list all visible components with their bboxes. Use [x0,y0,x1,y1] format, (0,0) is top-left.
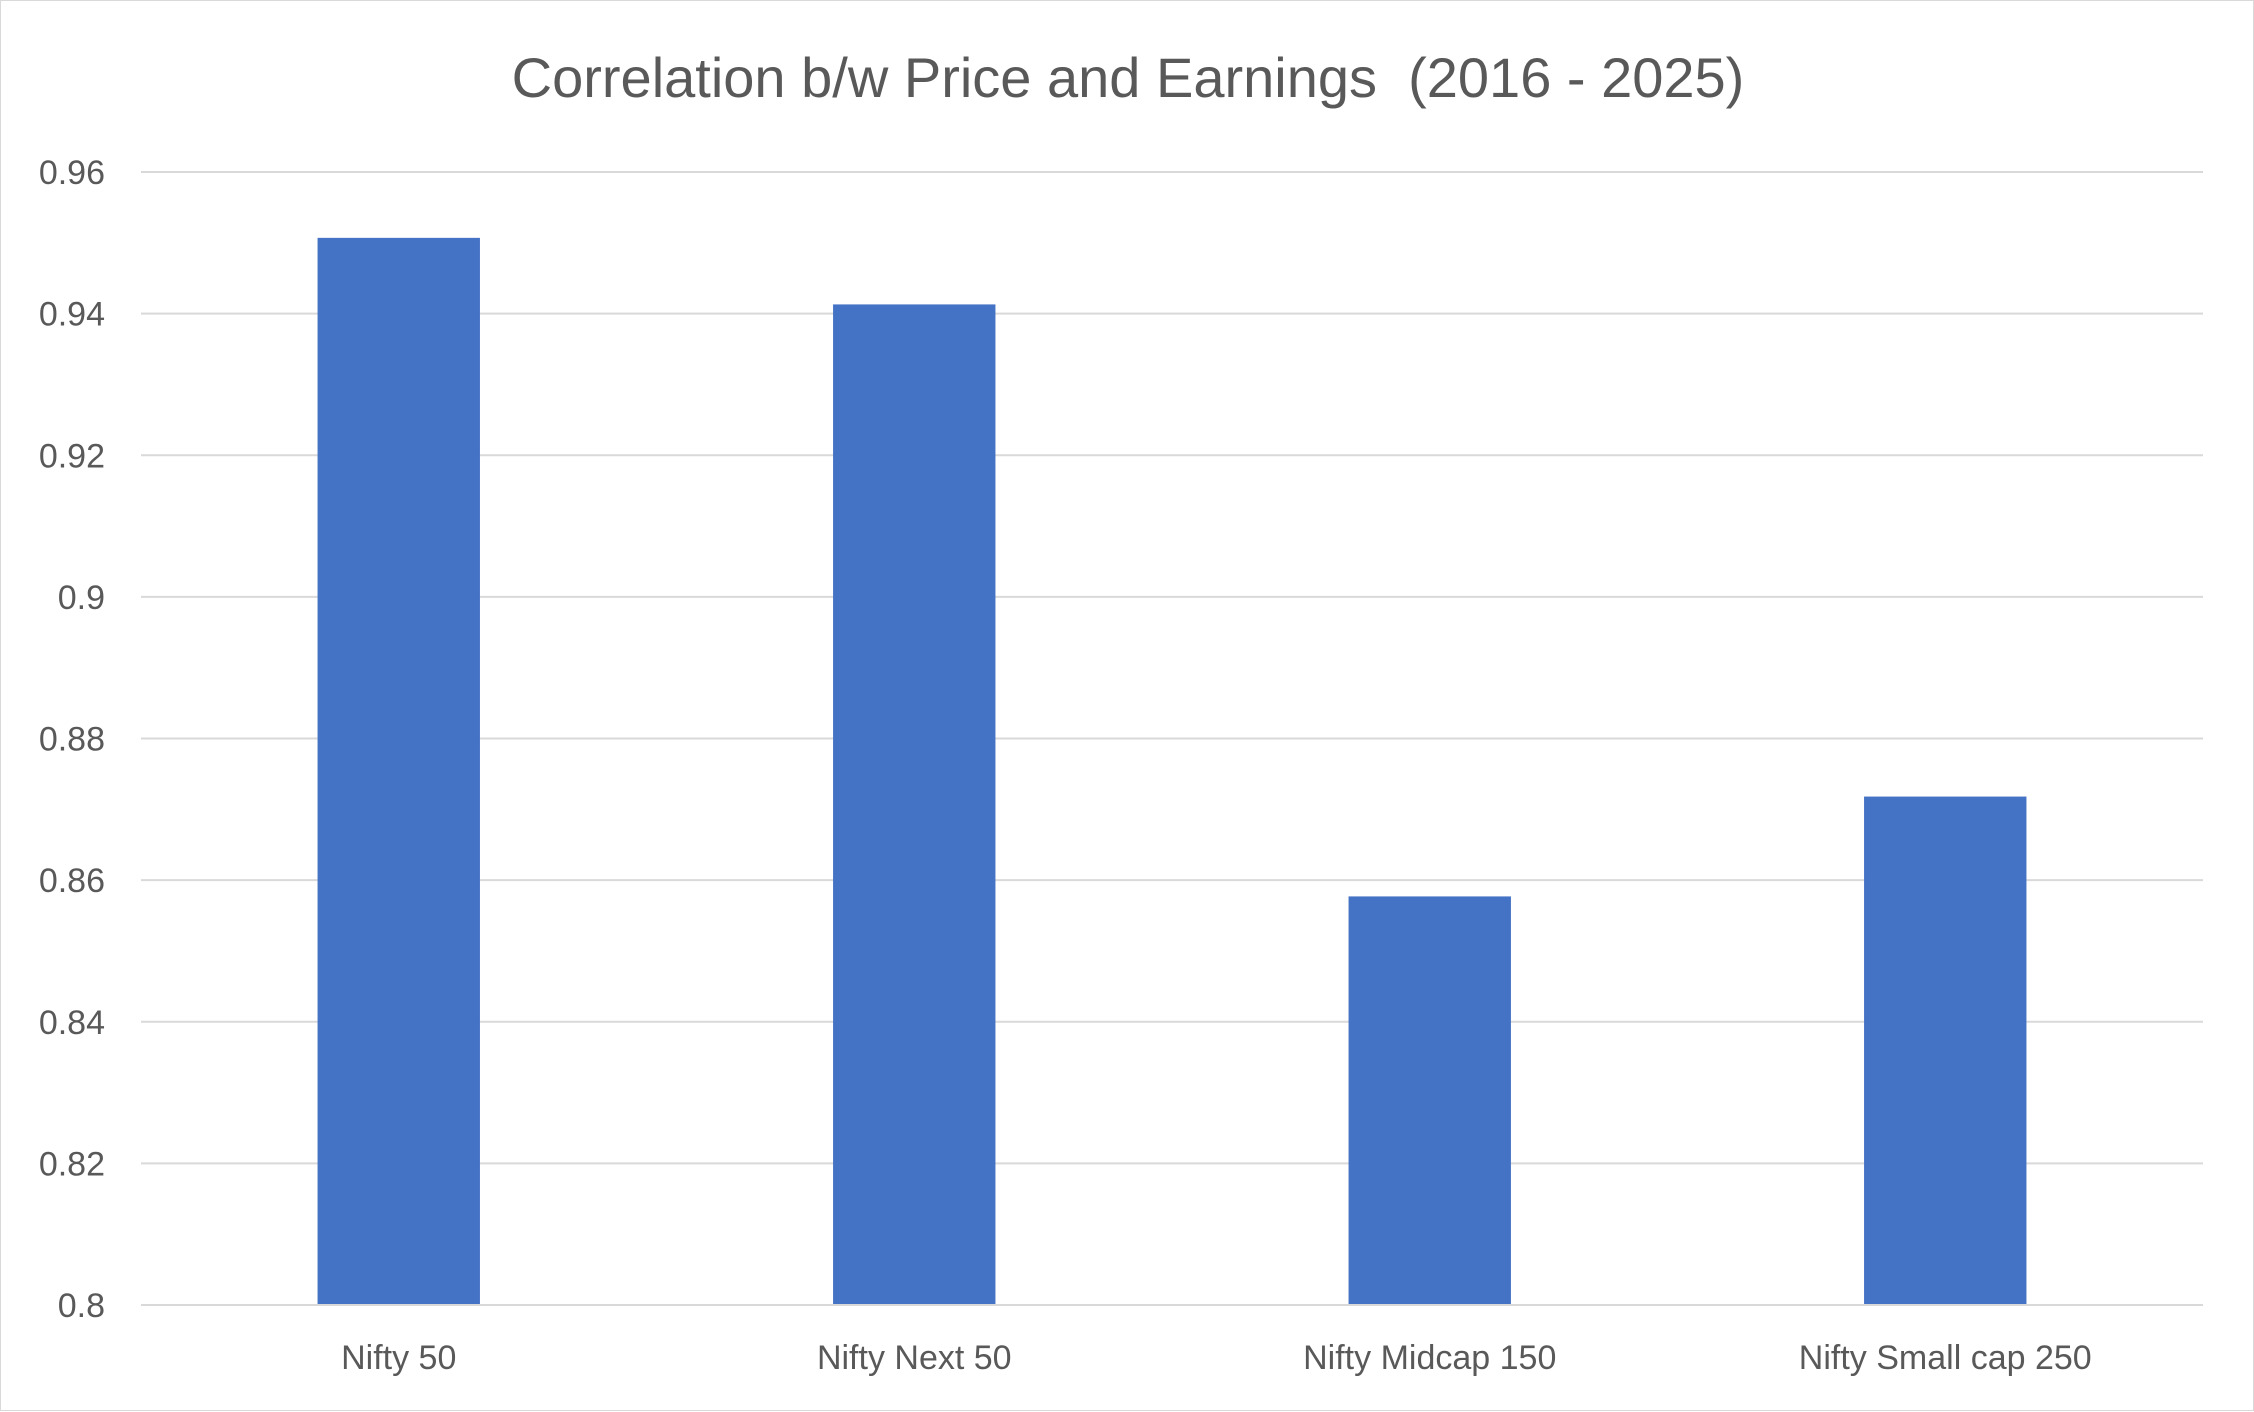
bar [833,304,996,1305]
y-tick-label: 0.82 [39,1145,105,1183]
x-tick-label: Nifty Midcap 150 [1303,1339,1556,1377]
y-tick-label: 0.92 [39,437,105,475]
x-tick-label: Nifty Next 50 [817,1339,1012,1377]
y-tick-label: 0.9 [58,579,105,617]
y-tick-label: 0.96 [39,154,105,192]
y-tick-label: 0.88 [39,721,105,759]
x-axis-tick-labels: Nifty 50 Nifty Next 50 Nifty Midcap 150 Nif… [341,1339,2092,1377]
bar [1348,896,1511,1305]
chart-title: Correlation b/w Price and Earnings (2016… [512,46,1745,109]
x-tick-label: Nifty Small cap 250 [1799,1339,2092,1377]
gridlines [141,171,2203,1165]
x-tick-label: Nifty 50 [341,1339,456,1377]
y-tick-label: 0.84 [39,1004,105,1042]
bar [317,237,480,1306]
y-tick-label: 0.94 [39,296,105,334]
bar [1864,796,2027,1305]
bars [317,237,2027,1306]
y-axis-tick-labels: 0.8 0.82 0.84 0.86 0.88 0.9 0.92 0.94 0.96 [39,154,105,1325]
y-tick-label: 0.86 [39,862,105,900]
y-tick-label: 0.8 [58,1287,105,1325]
